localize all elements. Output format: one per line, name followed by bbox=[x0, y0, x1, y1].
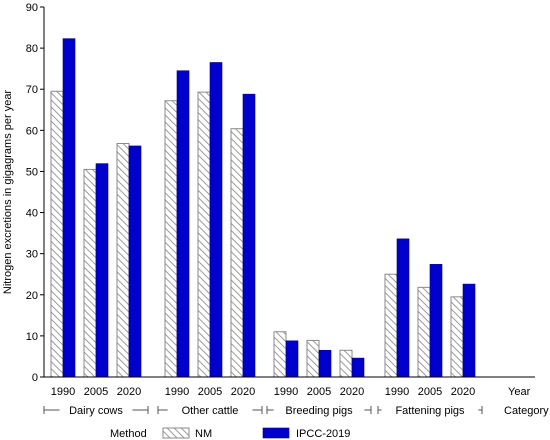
legend-label-ipcc-2019: IPCC-2019 bbox=[296, 428, 350, 440]
year-tick-label: 1990 bbox=[51, 386, 75, 398]
bar-ipcc-2019 bbox=[95, 163, 109, 378]
year-tick-label: 2020 bbox=[451, 386, 475, 398]
year-tick-label: 2020 bbox=[117, 386, 141, 398]
year-tick-label: 1990 bbox=[385, 386, 409, 398]
year-tick-label: 2005 bbox=[307, 386, 331, 398]
bars bbox=[50, 38, 476, 378]
bar-ipcc-2019 bbox=[62, 38, 76, 378]
bar-nm bbox=[230, 128, 244, 378]
bar-nm bbox=[384, 273, 398, 378]
y-tick-label: 50 bbox=[26, 166, 38, 178]
bar-nm bbox=[164, 100, 178, 378]
y-tick-label: 10 bbox=[26, 331, 38, 343]
year-axis-label: Year bbox=[508, 386, 531, 398]
legend-swatch-ipcc-2019 bbox=[262, 427, 290, 439]
bar-nm bbox=[339, 349, 353, 378]
category-label: Breeding pigs bbox=[285, 405, 353, 417]
y-tick-label: 0 bbox=[32, 372, 38, 384]
bar-ipcc-2019 bbox=[351, 357, 365, 378]
bar-ipcc-2019 bbox=[176, 70, 190, 378]
year-tick-label: 2005 bbox=[418, 386, 442, 398]
bar-ipcc-2019 bbox=[429, 264, 443, 378]
bar-ipcc-2019 bbox=[209, 62, 223, 378]
legend-swatch-nm bbox=[162, 427, 190, 439]
legend-label-nm: NM bbox=[195, 428, 212, 440]
legend-title: Method bbox=[110, 428, 147, 440]
bar-nm bbox=[450, 296, 464, 378]
bar-nm bbox=[83, 168, 97, 378]
bar-ipcc-2019 bbox=[285, 340, 299, 378]
y-tick-label: 70 bbox=[26, 84, 38, 96]
y-tick-label: 30 bbox=[26, 249, 38, 261]
bar-ipcc-2019 bbox=[396, 238, 410, 378]
x-axis: 1990 2005 2020 Dairy cows 1990 2005 2020 Other … bbox=[43, 376, 535, 417]
bar-nm bbox=[197, 91, 211, 378]
bar-ipcc-2019 bbox=[128, 145, 142, 378]
bar-ipcc-2019 bbox=[242, 93, 256, 378]
year-tick-label: 2005 bbox=[84, 386, 108, 398]
year-tick-label: 1990 bbox=[165, 386, 189, 398]
year-tick-label: 2020 bbox=[231, 386, 255, 398]
category-label: Other cattle bbox=[182, 405, 239, 417]
y-tick-label: 60 bbox=[26, 125, 38, 137]
bar-nm bbox=[116, 142, 130, 378]
bar-nm bbox=[306, 339, 320, 378]
y-tick-label: 90 bbox=[26, 2, 38, 14]
y-tick-label: 40 bbox=[26, 208, 38, 220]
y-axis: 0 10 20 30 40 50 60 70 80 90 bbox=[26, 2, 45, 384]
y-axis-label: Nitrogen excretions in gigagrams per yea… bbox=[2, 90, 14, 295]
bar-ipcc-2019 bbox=[462, 283, 476, 378]
legend: NM IPCC-2019 bbox=[162, 427, 350, 440]
category-label: Fattening pigs bbox=[395, 405, 465, 417]
y-tick-label: 80 bbox=[26, 43, 38, 55]
year-tick-label: 2005 bbox=[198, 386, 222, 398]
year-tick-label: 1990 bbox=[274, 386, 298, 398]
bar-ipcc-2019 bbox=[318, 349, 332, 378]
bar-nm bbox=[273, 331, 287, 378]
year-tick-label: 2020 bbox=[340, 386, 364, 398]
bar-nm bbox=[50, 90, 64, 378]
category-axis-label: Category bbox=[504, 405, 549, 417]
category-label: Dairy cows bbox=[69, 405, 123, 417]
bar-nm bbox=[417, 286, 431, 378]
y-tick-label: 20 bbox=[26, 290, 38, 302]
